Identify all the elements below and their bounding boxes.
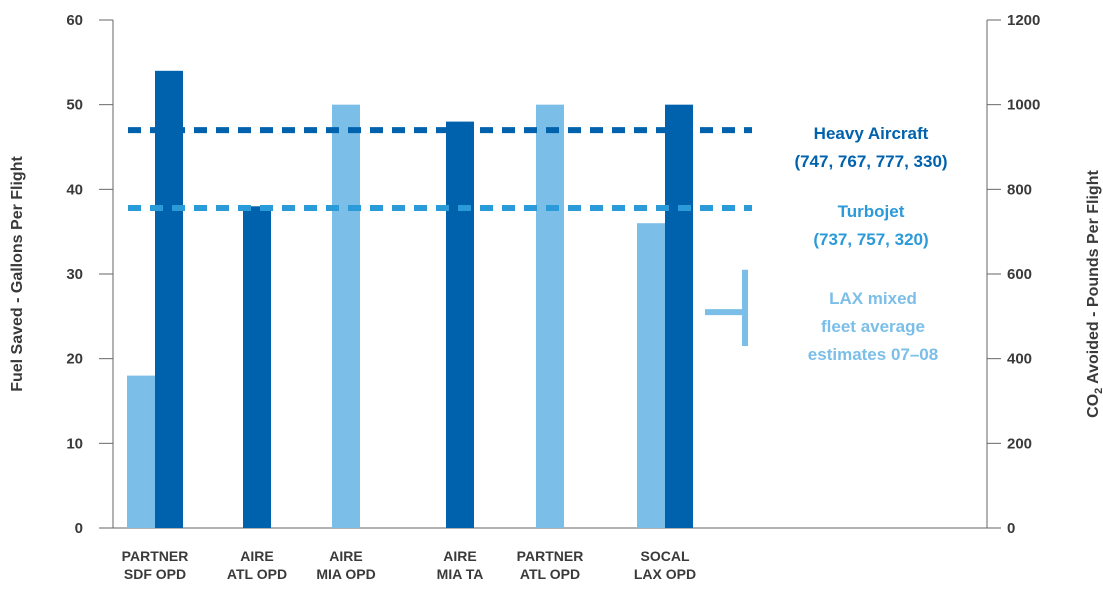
bar <box>127 375 155 528</box>
x-tick-label: MIA OPD <box>316 566 375 582</box>
y-tick-label-right: 600 <box>1007 266 1032 283</box>
range-annotation-label: fleet average <box>821 317 925 336</box>
y2-title-part: Avoided - Pounds Per Flight <box>1085 170 1102 388</box>
x-tick-label: PARTNER <box>517 548 584 564</box>
bar <box>332 104 360 529</box>
range-annotation-label: estimates 07–08 <box>808 345 938 364</box>
labels: PARTNER SDF OPD AIRE ATL OPD AIRE MIA OPD AIRE… <box>122 124 948 582</box>
bars <box>127 70 693 529</box>
reference-line-label: Heavy Aircraft <box>814 124 929 143</box>
y-axis-title-right: CO2 Avoided - Pounds Per Flight <box>1085 170 1103 418</box>
y-tick-label-right: 400 <box>1007 351 1032 368</box>
x-tick-label: SOCAL <box>641 548 690 564</box>
bar <box>536 104 564 529</box>
bar <box>665 104 693 529</box>
y-tick-label-right: 200 <box>1007 435 1032 452</box>
y-tick-label-left: 20 <box>66 351 83 368</box>
y-axis-title-left: Fuel Saved - Gallons Per Flight <box>9 156 26 392</box>
reference-line-label: (737, 757, 320) <box>813 230 928 249</box>
reference-lines <box>128 127 752 346</box>
y-tick-label-left: 0 <box>75 520 83 537</box>
x-tick-label: PARTNER <box>122 548 189 564</box>
x-tick-label: AIRE <box>240 548 273 564</box>
reference-line-label: (747, 767, 777, 330) <box>794 152 947 171</box>
y-tick-label-left: 30 <box>66 266 83 283</box>
reference-line-label: Turbojet <box>838 202 905 221</box>
y-tick-label-left: 50 <box>66 97 83 114</box>
x-tick-label: MIA TA <box>437 566 484 582</box>
y-tick-label-left: 40 <box>66 181 83 198</box>
y2-title-subscript: 2 <box>1093 388 1103 394</box>
y2-title-part: CO <box>1085 394 1102 418</box>
x-tick-label: LAX OPD <box>634 566 696 582</box>
x-tick-label: AIRE <box>443 548 476 564</box>
y-tick-label-right: 800 <box>1007 181 1032 198</box>
y-tick-label-left: 10 <box>66 435 83 452</box>
x-tick-label: AIRE <box>329 548 362 564</box>
x-tick-label: ATL OPD <box>227 566 287 582</box>
y-tick-label-right: 1000 <box>1007 97 1040 114</box>
x-tick-label: SDF OPD <box>124 566 186 582</box>
bar <box>446 121 474 528</box>
x-tick-label: ATL OPD <box>520 566 580 582</box>
bar <box>155 70 183 529</box>
bar <box>243 206 271 528</box>
bar <box>637 223 665 528</box>
y-tick-label-right: 1200 <box>1007 12 1040 29</box>
range-annotation-label: LAX mixed <box>829 289 917 308</box>
y-tick-label-left: 60 <box>66 12 83 29</box>
y-tick-label-right: 0 <box>1007 520 1015 537</box>
